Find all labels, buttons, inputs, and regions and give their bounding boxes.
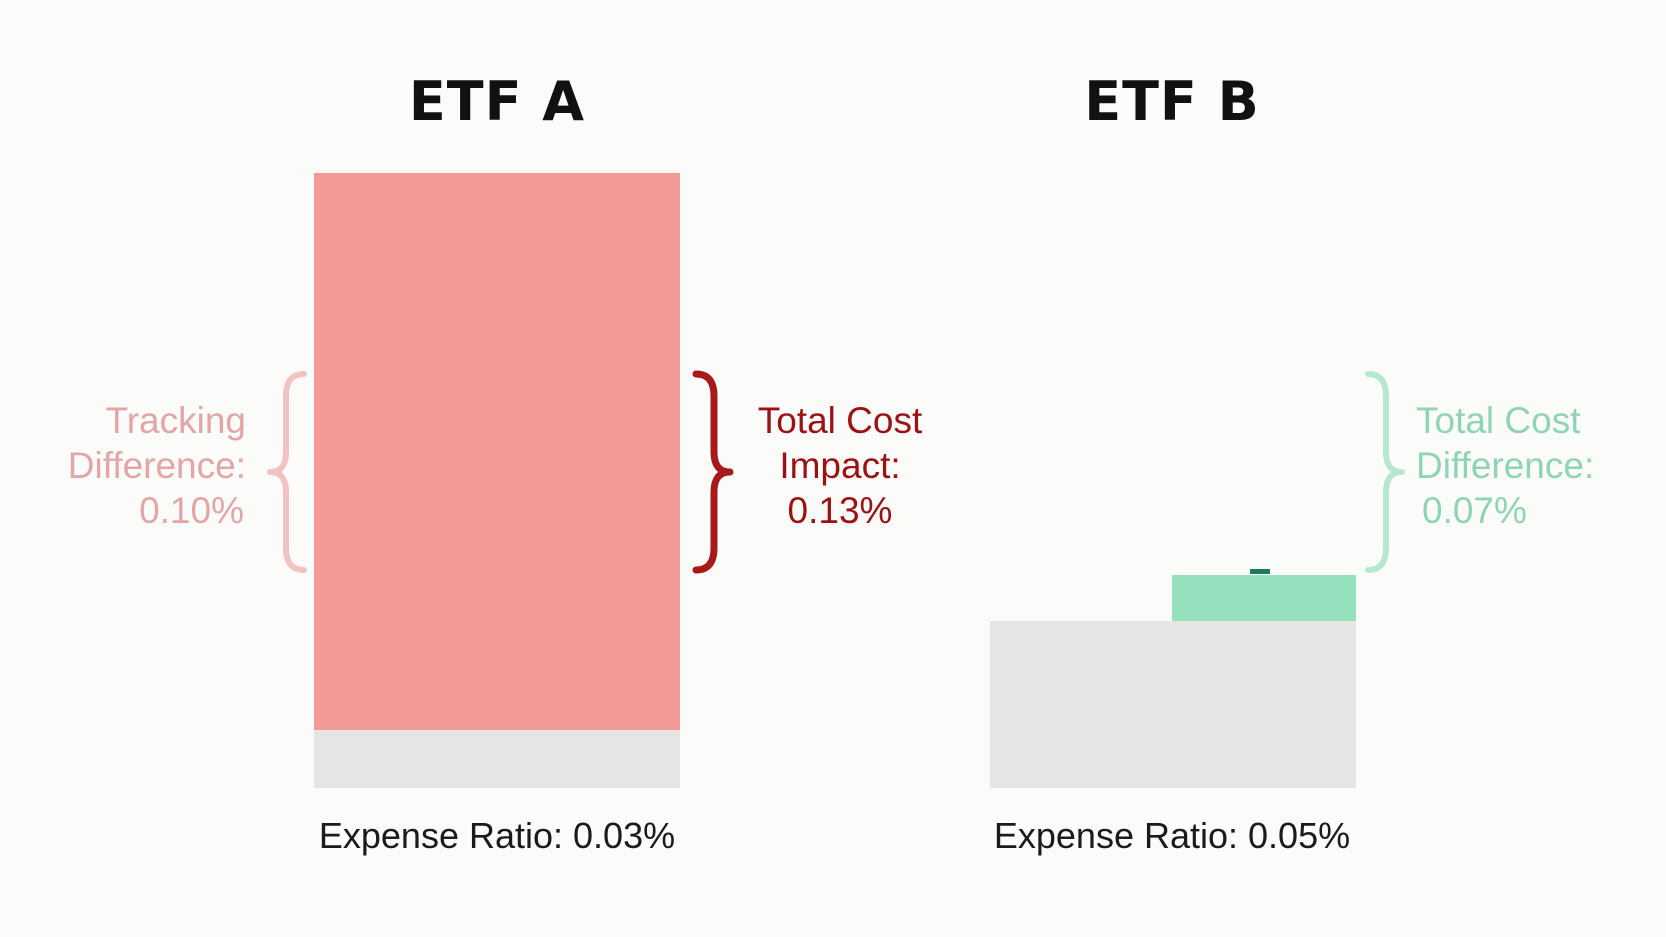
impact-label-line-3: 0.13% bbox=[787, 490, 893, 531]
etf-b-difference-marker bbox=[1250, 569, 1270, 574]
difference-label-line-3: 0.07% bbox=[1422, 490, 1527, 531]
tracking-label-line-3: 0.10% bbox=[139, 490, 244, 531]
tracking-label-line-1: Tracking bbox=[105, 400, 246, 441]
impact-label-line-2: Impact: bbox=[779, 445, 901, 486]
etf-b-difference-bar bbox=[1172, 575, 1356, 621]
total-cost-impact-brace bbox=[692, 370, 734, 574]
etf-a-expense-base bbox=[314, 730, 680, 788]
etf-b-total-cost-difference-label: Total Cost Difference: 0.07% bbox=[1416, 398, 1656, 533]
difference-label-line-1: Total Cost bbox=[1416, 400, 1581, 441]
etf-a-total-cost-impact-label: Total Cost Impact: 0.13% bbox=[740, 398, 940, 533]
etf-b-title: ETF B bbox=[1084, 70, 1260, 133]
etf-a-expense-ratio: Expense Ratio: 0.03% bbox=[318, 815, 676, 856]
etf-a-tracking-bar bbox=[314, 173, 680, 730]
tracking-difference-brace bbox=[267, 371, 307, 573]
etf-b-expense-ratio: Expense Ratio: 0.05% bbox=[993, 815, 1351, 856]
etf-a-title: ETF A bbox=[408, 70, 586, 133]
total-cost-difference-brace bbox=[1365, 371, 1405, 573]
tracking-label-line-2: Difference: bbox=[67, 445, 246, 486]
etf-b-expense-base bbox=[990, 621, 1356, 788]
difference-label-line-2: Difference: bbox=[1416, 445, 1595, 486]
impact-label-line-1: Total Cost bbox=[757, 400, 923, 441]
etf-a-tracking-difference-label: Tracking Difference: 0.10% bbox=[30, 398, 246, 533]
